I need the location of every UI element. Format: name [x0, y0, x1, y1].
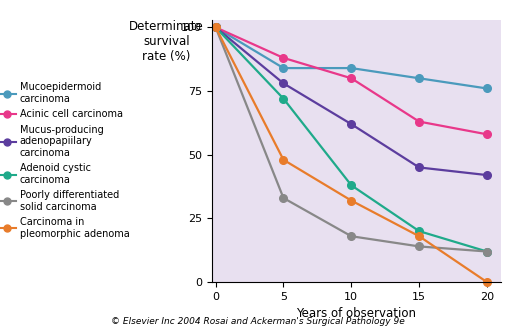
Text: Determinate
survival
rate (%): Determinate survival rate (%) — [129, 20, 204, 63]
Legend: Mucoepidermoid
carcinoma, Acinic cell carcinoma, Mucus-producing
adenopapiilary
: Mucoepidermoid carcinoma, Acinic cell ca… — [0, 82, 130, 238]
Text: © Elsevier Inc 2004 Rosai and Ackerman's Surgical Pathology 9e: © Elsevier Inc 2004 Rosai and Ackerman's… — [111, 318, 405, 326]
X-axis label: Years of observation: Years of observation — [296, 307, 416, 320]
